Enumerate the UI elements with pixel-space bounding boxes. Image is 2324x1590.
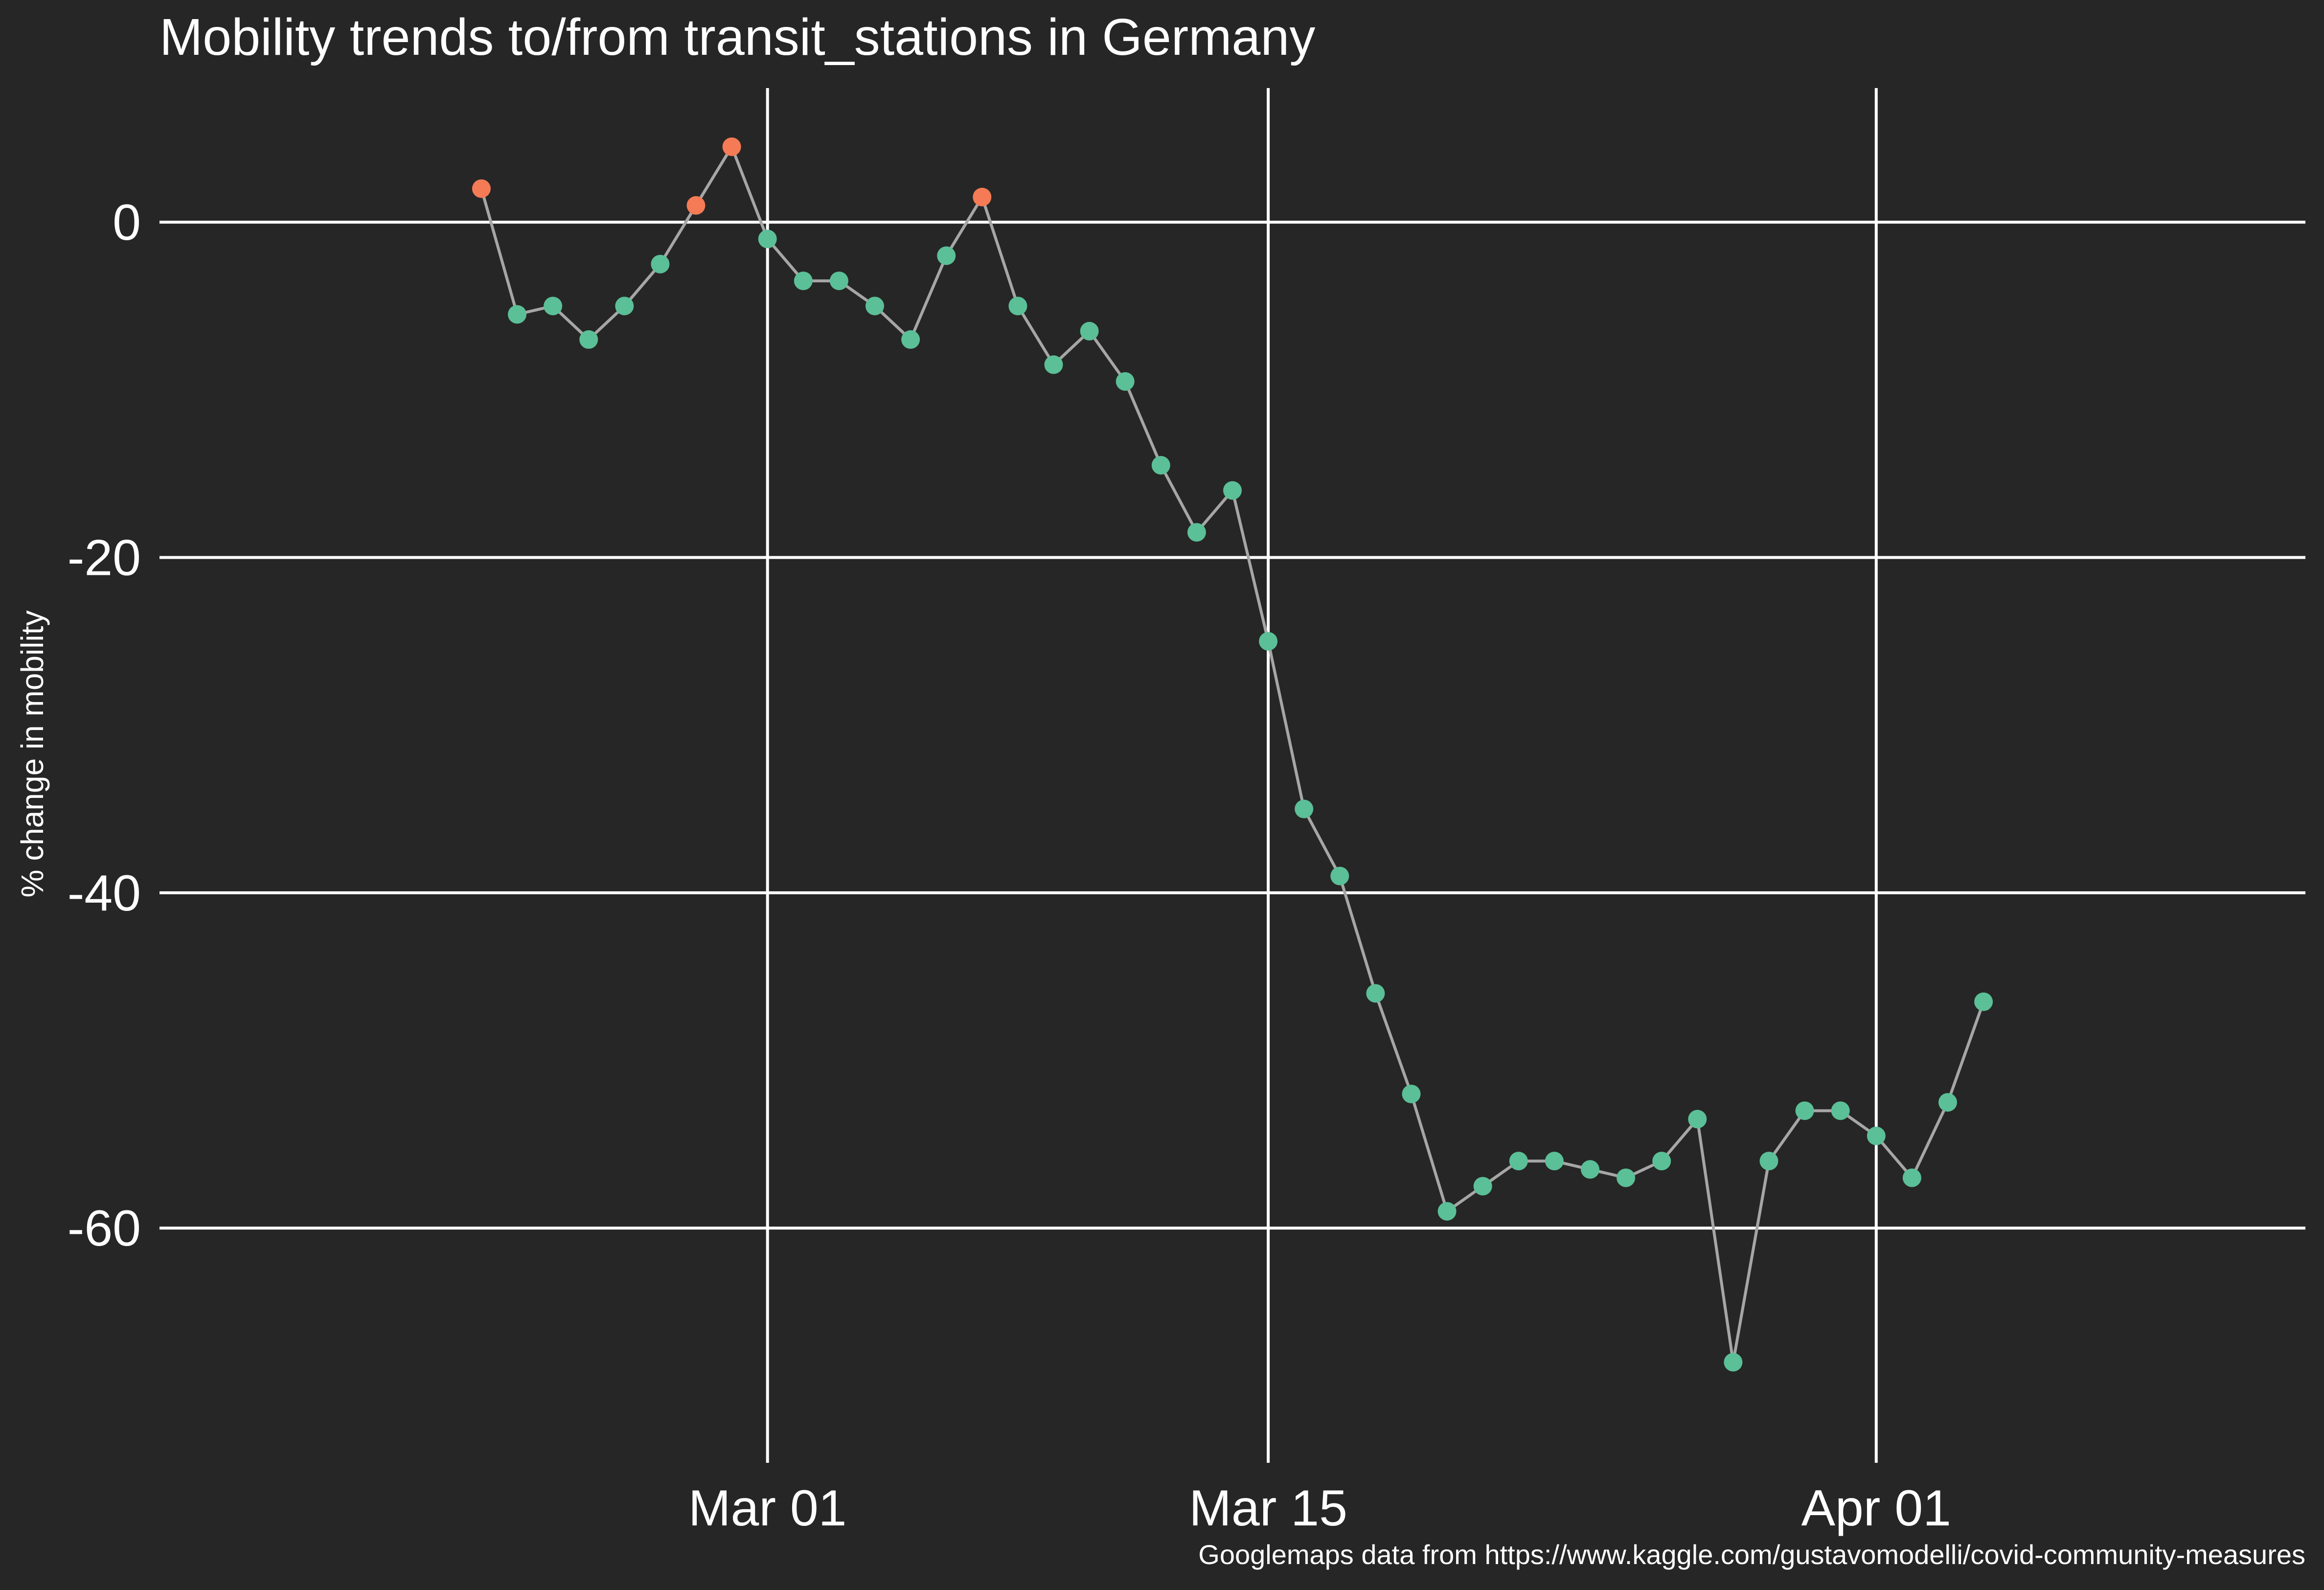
axis-ticks: 0 -20 -40 -60 Mar 01 Mar 15 Apr 01 — [68, 194, 1951, 1537]
chart-title: Mobility trends to/from transit_stations… — [159, 8, 1315, 66]
data-point — [1938, 1093, 1957, 1112]
x-tick-label: Mar 01 — [688, 1480, 847, 1537]
y-tick-label: -60 — [68, 1200, 141, 1257]
data-point — [1831, 1101, 1850, 1120]
data-point — [1044, 355, 1063, 374]
data-point — [472, 179, 491, 198]
data-point — [1545, 1152, 1564, 1171]
data-point — [1080, 321, 1099, 341]
data-point — [1902, 1168, 1921, 1187]
y-axis-label: % change in mobility — [15, 611, 50, 898]
x-tick-label: Mar 15 — [1189, 1480, 1347, 1537]
data-point — [1795, 1101, 1814, 1120]
data-point — [508, 305, 526, 324]
data-point — [1402, 1085, 1421, 1104]
data-point — [579, 330, 598, 349]
data-point — [1724, 1353, 1743, 1372]
data-point — [1295, 799, 1314, 818]
data-point — [1366, 984, 1385, 1003]
data-point — [758, 229, 777, 249]
data-point — [866, 296, 884, 316]
y-tick-label: -20 — [68, 530, 141, 587]
data-point — [1151, 456, 1170, 475]
data-point — [901, 330, 920, 349]
data-point — [651, 254, 670, 273]
data-point — [1688, 1110, 1707, 1129]
data-point — [1116, 372, 1135, 391]
data-point — [1759, 1152, 1778, 1171]
data-point — [1867, 1126, 1886, 1145]
data-point — [1652, 1152, 1671, 1171]
data-point — [1330, 866, 1349, 886]
data-point — [1259, 632, 1278, 651]
data-points — [472, 137, 1993, 1372]
data-point — [1187, 523, 1206, 542]
data-point — [973, 187, 992, 206]
x-tick-label: Apr 01 — [1801, 1480, 1951, 1537]
data-point — [829, 272, 848, 291]
data-point — [1581, 1160, 1599, 1179]
data-point — [615, 296, 634, 316]
data-point — [1509, 1152, 1528, 1171]
data-point — [544, 296, 563, 316]
data-point — [1617, 1168, 1636, 1187]
chart-caption: Googlemaps data from https://www.kaggle.… — [1198, 1539, 2305, 1570]
data-point — [937, 246, 956, 265]
y-tick-label: 0 — [113, 194, 141, 251]
data-point — [1473, 1177, 1492, 1196]
data-point — [722, 137, 741, 156]
grid-lines — [159, 88, 2305, 1463]
data-point — [1008, 296, 1027, 316]
data-point — [1223, 481, 1242, 500]
data-point — [794, 272, 813, 291]
data-point — [686, 196, 706, 215]
data-point — [1974, 992, 1993, 1011]
y-tick-label: -40 — [68, 865, 141, 922]
data-point — [1437, 1202, 1457, 1221]
